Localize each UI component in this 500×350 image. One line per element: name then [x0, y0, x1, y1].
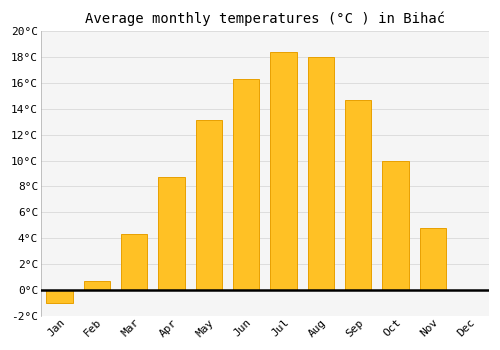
Bar [196, 120, 222, 290]
Bar [420, 228, 446, 290]
Title: Average monthly temperatures (°C ) in Bihać: Average monthly temperatures (°C ) in Bi… [85, 11, 445, 26]
Bar [233, 79, 260, 290]
Bar [121, 234, 148, 290]
Bar [46, 290, 72, 303]
Bar [308, 57, 334, 290]
Bar [158, 177, 184, 290]
Bar [84, 281, 110, 290]
Bar [345, 100, 372, 290]
Bar [382, 161, 408, 290]
Bar [270, 52, 296, 290]
